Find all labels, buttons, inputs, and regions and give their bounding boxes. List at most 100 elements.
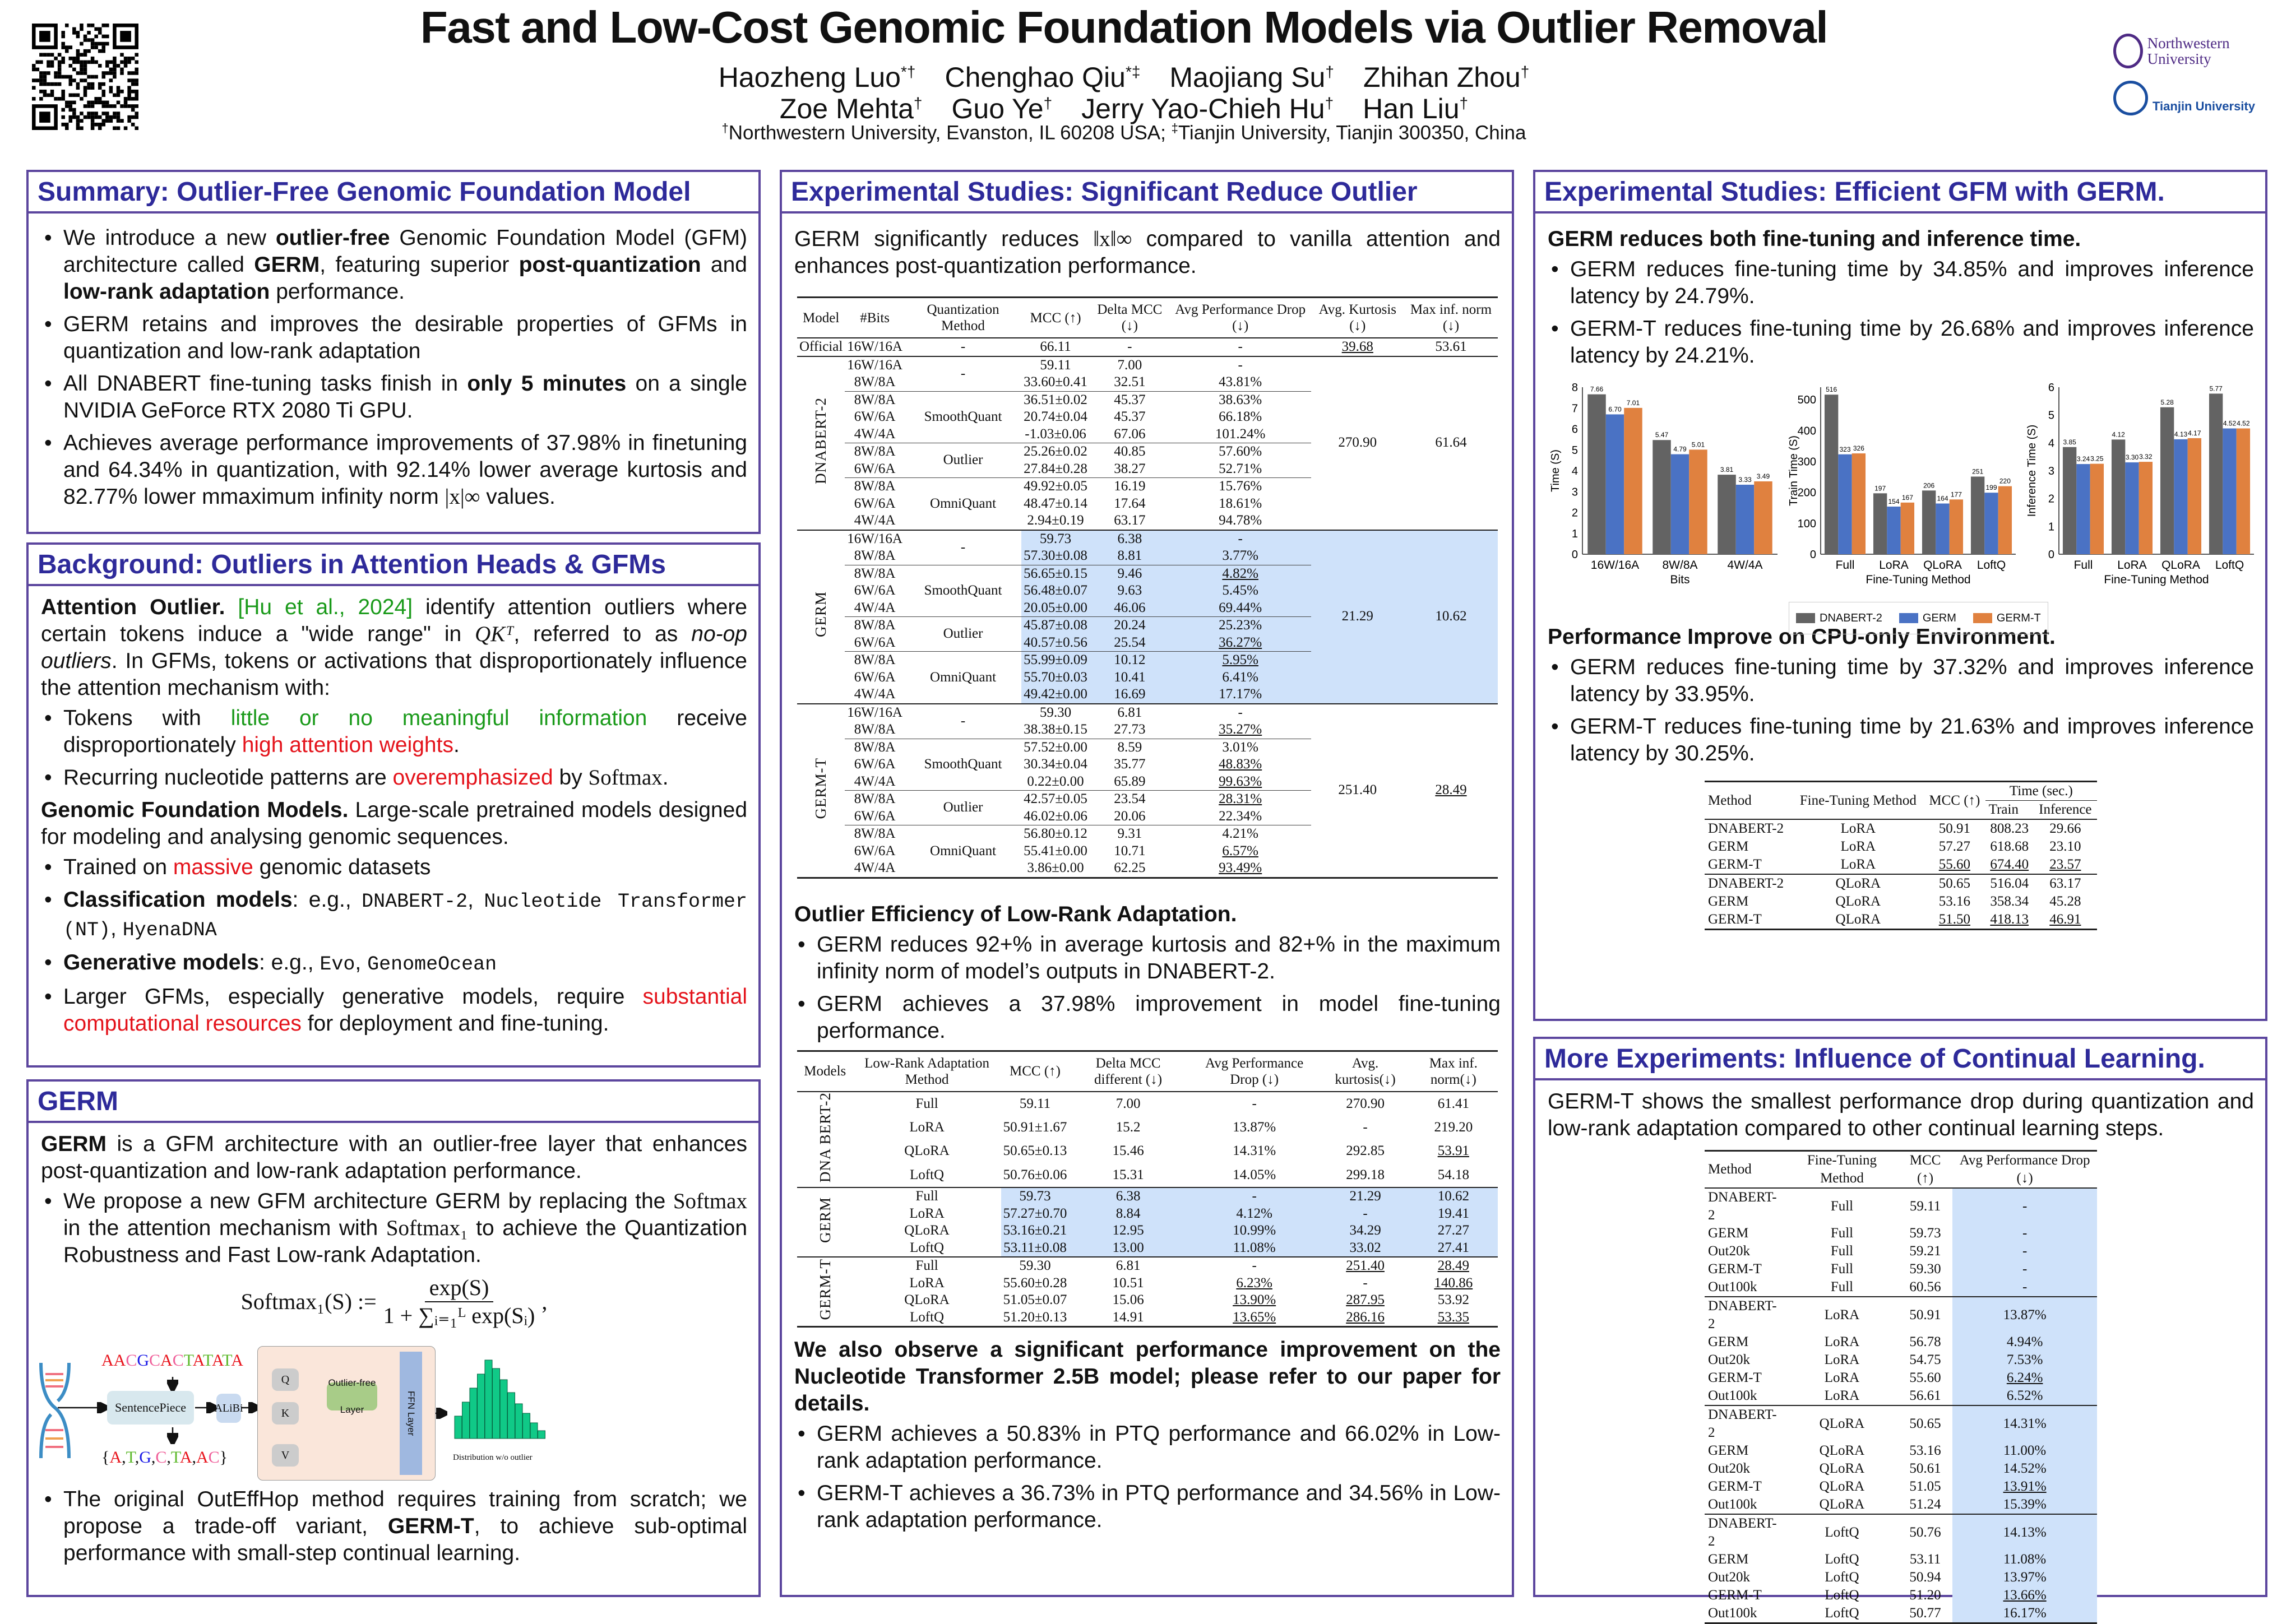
table-cell: 8W/8A xyxy=(845,477,905,495)
qr-module xyxy=(80,41,84,46)
table-cell: 65.89 xyxy=(1114,773,1146,789)
y-tick-label: 7 xyxy=(1572,402,1578,415)
table-cell: 14.31% xyxy=(1233,1143,1276,1159)
table-cell: 4W/4A xyxy=(854,860,896,875)
table-cell: Max inf. norm (↓) xyxy=(1410,302,1492,333)
table-cell: 45.37 xyxy=(1114,409,1146,424)
text-segment: Genomic Foundation Models. xyxy=(41,798,349,822)
nucleotide-letter: T xyxy=(203,1351,212,1370)
histogram-bar xyxy=(507,1392,515,1439)
qr-module xyxy=(68,108,73,112)
qr-module xyxy=(127,104,131,108)
table-cell: 28.49 xyxy=(1437,1258,1469,1274)
table-cell: DNABERT-2 xyxy=(1708,821,1784,836)
table-row: 6W/6A 30.34±0.04 35.77 48.83% xyxy=(797,756,1498,773)
table-row: 4W/4A 20.05±0.00 46.06 69.44% xyxy=(797,599,1498,617)
table-cell: GERM xyxy=(1708,839,1749,854)
table-cell: 54.18 xyxy=(1437,1167,1469,1182)
y-axis-label: Train Time (S) xyxy=(1788,435,1800,506)
table-cell: - xyxy=(1363,1275,1368,1291)
qr-module xyxy=(83,93,87,98)
qr-module xyxy=(68,93,73,98)
qr-module xyxy=(83,60,87,64)
y-tick-label: 2 xyxy=(2048,493,2054,505)
qr-module xyxy=(113,67,117,72)
qr-module xyxy=(57,71,62,75)
table-cell: - xyxy=(1321,1205,1409,1223)
table-cell: Full xyxy=(1830,1243,1854,1259)
qr-module xyxy=(61,31,65,35)
text-segment: GERM-T reduces fine-tuning time by 26.68… xyxy=(1570,317,2254,368)
table-cell: GERM-T xyxy=(1708,857,1762,872)
text-segment: values. xyxy=(480,485,556,509)
table-cell: 6W/6A xyxy=(854,583,896,598)
qr-module xyxy=(80,71,84,75)
tianjin-logo: Tianjin University xyxy=(2113,78,2270,118)
table-cell: 6W/6A xyxy=(854,409,896,424)
germ-architecture-diagram: AACGCACTATATA SentencePiece {A,T,G,C,TA,… xyxy=(35,1335,747,1481)
table-cell: 62.25 xyxy=(1114,860,1146,875)
table-cell: 9.63 xyxy=(1089,582,1170,600)
bar-chart-3: 0 1 2 3 4 5 6 Inference Time (S) 3.85 3.24 3.25 Ful… xyxy=(2026,382,2254,586)
table-cell: 8.59 xyxy=(1089,738,1170,756)
header-row: Models Low-Rank Adaptation Method MCC (↑) D… xyxy=(797,1051,1498,1092)
value-box: V xyxy=(272,1444,299,1467)
qr-module xyxy=(83,64,87,68)
formula-fraction: exp(S) 1 + ∑ᵢ₌₁ᴸ exp(Sᵢ) xyxy=(383,1274,535,1329)
table-cell: 8W/8A xyxy=(854,548,896,563)
table-cell: GERM-T xyxy=(1708,1261,1762,1277)
table-cell: 15.46 xyxy=(1112,1143,1144,1159)
qr-module xyxy=(105,115,109,119)
table-cell: 56.80±0.12 xyxy=(1021,825,1090,843)
table-row: LoRA 50.91±1.67 15.2 13.87% - 219.20 xyxy=(797,1116,1498,1139)
table-section: DNABERT-2 QLoRA 50.65 516.04 63.17 GERM QLoRA 5… xyxy=(1705,874,2097,930)
model-group: GERM-T Full 59.30 6.81-251.40 28.49 LoRA 55.60… xyxy=(797,1257,1498,1327)
qr-module xyxy=(47,64,50,68)
table-cell: LoRA xyxy=(1840,821,1876,836)
summary-bullet: Achieves average performance improvement… xyxy=(41,430,747,511)
summary-bullet: GERM retains and improves the desirable … xyxy=(41,311,747,365)
qr-module xyxy=(54,56,58,61)
table-cell: LoftQ xyxy=(910,1240,945,1255)
table-row: DNABERT-2 LoRA 50.91 808.23 29.66 xyxy=(1705,819,2097,838)
qr-module xyxy=(76,122,80,127)
text-segment: Attention Outlier. xyxy=(41,595,225,619)
qr-module xyxy=(61,97,65,101)
qr-module xyxy=(68,75,73,79)
qr-module xyxy=(135,82,138,86)
table-cell: 50.91 xyxy=(1909,1307,1941,1323)
table-cell: 53.35 xyxy=(1437,1309,1469,1325)
qr-module xyxy=(90,112,95,115)
table-row: DNABERT-2 Full 59.11- xyxy=(1705,1188,2097,1224)
table-row: LoftQ 50.76±0.06 15.31 14.05% 299.18 54.18 xyxy=(797,1163,1498,1188)
qr-module xyxy=(120,60,124,64)
author-mark: † xyxy=(1043,94,1053,112)
table-cell: 3.01% xyxy=(1169,738,1311,756)
outlier-reduction-heading: Experimental Studies: Significant Reduce… xyxy=(782,172,1512,214)
table-cell: 270.90 xyxy=(1338,435,1377,451)
table-row: QLoRA 53.16±0.21 12.95 10.99% 34.29 27.27 xyxy=(797,1222,1498,1240)
table-cell: DNABERT-2 xyxy=(1708,1407,1777,1440)
text-segment: Achieves average performance improvement… xyxy=(63,431,747,509)
qr-module xyxy=(131,82,135,86)
table-cell: 36.27% xyxy=(1169,634,1311,652)
lowrank-bullet: GERM reduces 92+% in average kurtosis an… xyxy=(794,931,1501,985)
author-name: Maojiang Su† xyxy=(1169,61,1334,93)
table-cell: 101.24% xyxy=(1215,426,1266,442)
qr-module xyxy=(98,27,102,31)
y-tick-label: 6 xyxy=(1572,424,1578,436)
table-cell: - xyxy=(1169,530,1311,547)
table-row: LoftQ 53.11±0.08 13.00 11.08% 33.02 27.41 xyxy=(797,1239,1498,1258)
authors-line-1: Haozheng Luo*† Chenghao Qiu*‡ Maojiang Su†… xyxy=(314,56,1934,93)
qr-module xyxy=(61,93,65,98)
qr-module xyxy=(135,60,138,64)
y-tick-label: 100 xyxy=(1798,518,1816,530)
x-tick-label: 4W/4A xyxy=(1727,559,1762,572)
qr-module xyxy=(47,71,50,75)
qr-module xyxy=(90,119,95,123)
table-cell: 10.41 xyxy=(1089,669,1170,686)
histogram-bar xyxy=(530,1422,538,1439)
qr-module xyxy=(43,53,47,57)
table-cell: 287.95 xyxy=(1346,1292,1385,1308)
table-cell: GERM xyxy=(797,1187,853,1257)
